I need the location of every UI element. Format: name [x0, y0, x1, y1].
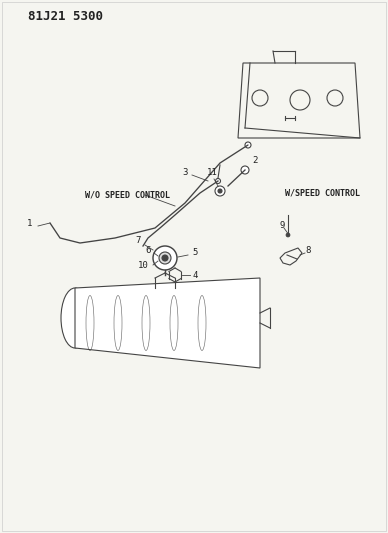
Circle shape — [153, 246, 177, 270]
Text: 5: 5 — [192, 248, 198, 257]
Circle shape — [286, 233, 290, 237]
Circle shape — [159, 252, 171, 264]
Text: 4: 4 — [192, 271, 198, 280]
Text: 3: 3 — [182, 168, 188, 177]
Text: 1: 1 — [27, 219, 33, 228]
Circle shape — [241, 166, 249, 174]
Circle shape — [162, 255, 168, 261]
Text: 10: 10 — [138, 261, 148, 270]
Text: 81J21 5300: 81J21 5300 — [28, 10, 103, 23]
Text: 11: 11 — [207, 168, 217, 177]
Text: 2: 2 — [252, 156, 258, 165]
Text: W/O SPEED CONTROL: W/O SPEED CONTROL — [85, 190, 170, 199]
Circle shape — [215, 179, 220, 183]
Circle shape — [245, 142, 251, 148]
Circle shape — [215, 186, 225, 196]
Text: 8: 8 — [305, 246, 311, 255]
Text: 7: 7 — [135, 236, 141, 245]
Polygon shape — [75, 278, 260, 368]
Text: 6: 6 — [146, 246, 151, 255]
Text: W/SPEED CONTROL: W/SPEED CONTROL — [285, 189, 360, 198]
Text: 9: 9 — [279, 221, 285, 230]
Circle shape — [218, 189, 222, 193]
Ellipse shape — [61, 288, 89, 348]
